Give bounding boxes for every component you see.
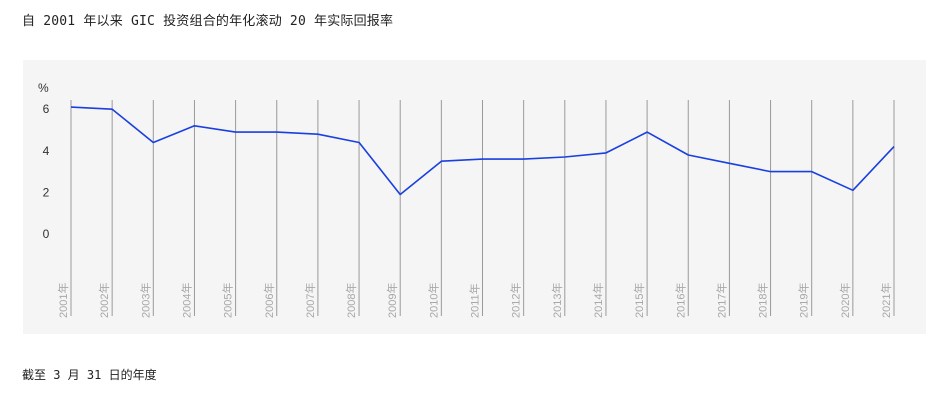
y-tick-label: 4 [43, 144, 50, 158]
x-tick-label: 2011年 [468, 283, 482, 318]
x-tick-label: 2018年 [756, 283, 770, 318]
x-tick-label: 2002年 [97, 283, 111, 318]
y-axis-label: % [38, 81, 49, 95]
y-tick-label: 2 [43, 185, 50, 199]
x-tick-label: 2015年 [632, 283, 646, 318]
x-tick-label: 2008年 [344, 283, 358, 318]
x-tick-label: 2006年 [262, 283, 276, 318]
x-tick-label: 2005年 [221, 283, 235, 318]
x-tick-label: 2009年 [385, 283, 399, 318]
x-tick-label: 2004年 [179, 283, 193, 318]
x-tick-label: 2014年 [591, 283, 605, 318]
chart-title: 自 2001 年以来 GIC 投资组合的年化滚动 20 年实际回报率 [22, 14, 394, 29]
y-tick-label: 0 [43, 227, 50, 241]
x-tick-label: 2016年 [673, 283, 687, 318]
x-tick-label: 2013年 [550, 283, 564, 318]
x-tick-label: 2003年 [138, 283, 152, 318]
x-tick-label: 2001年 [56, 283, 70, 318]
x-tick-label: 2012年 [509, 283, 523, 318]
x-tick-label: 2019年 [797, 283, 811, 318]
x-tick-label: 2007年 [303, 283, 317, 318]
chart-panel [23, 60, 926, 334]
series-line [70, 106, 895, 196]
x-tick-label: 2021年 [879, 283, 893, 318]
x-tick-label: 2010年 [426, 283, 440, 318]
x-tick-label: 2017年 [714, 283, 728, 318]
y-tick-label: 6 [43, 102, 50, 116]
x-tick-label: 2020年 [838, 283, 852, 318]
footnote: 截至 3 月 31 日的年度 [22, 368, 157, 382]
